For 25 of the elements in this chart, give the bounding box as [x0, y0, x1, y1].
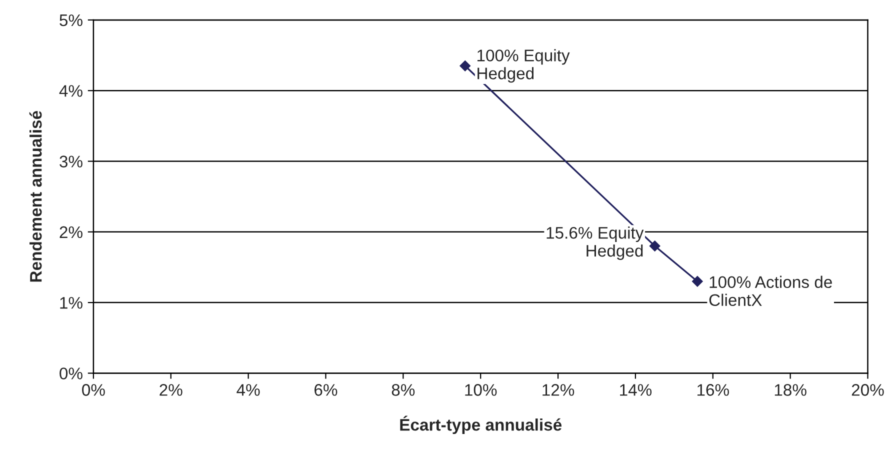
x-tick-label: 10%	[465, 384, 497, 396]
y-tick-label: 3%	[60, 156, 82, 168]
x-tick-label: 0%	[82, 384, 105, 396]
y-axis-title: Rendement annualisé	[29, 111, 42, 282]
x-tick-label: 8%	[392, 384, 415, 396]
x-tick-label: 14%	[620, 384, 652, 396]
x-tick-label: 18%	[774, 384, 806, 396]
x-axis-title: Écart-type annualisé	[400, 416, 562, 434]
annotation: 100% Actions de ClientX	[709, 276, 832, 306]
x-tick-label: 20%	[852, 384, 884, 396]
y-tick-label: 2%	[60, 226, 82, 238]
x-tick-label: 6%	[314, 384, 338, 396]
x-tick-label: 16%	[697, 384, 729, 396]
y-tick-label: 5%	[60, 14, 82, 26]
x-tick-label: 12%	[542, 384, 574, 396]
point	[692, 276, 703, 287]
y-tick-label: 1%	[60, 297, 82, 309]
point	[460, 60, 471, 72]
y-tick-label: 0%	[60, 368, 82, 380]
x-tick-label: 4%	[236, 384, 260, 396]
point	[649, 240, 660, 252]
annotation: 15.6% Equity Hedged	[546, 226, 644, 260]
y-tick-label: 4%	[59, 85, 82, 97]
x-tick-label: 2%	[160, 384, 182, 396]
annotation: 100% Equity Hedged	[477, 49, 570, 83]
